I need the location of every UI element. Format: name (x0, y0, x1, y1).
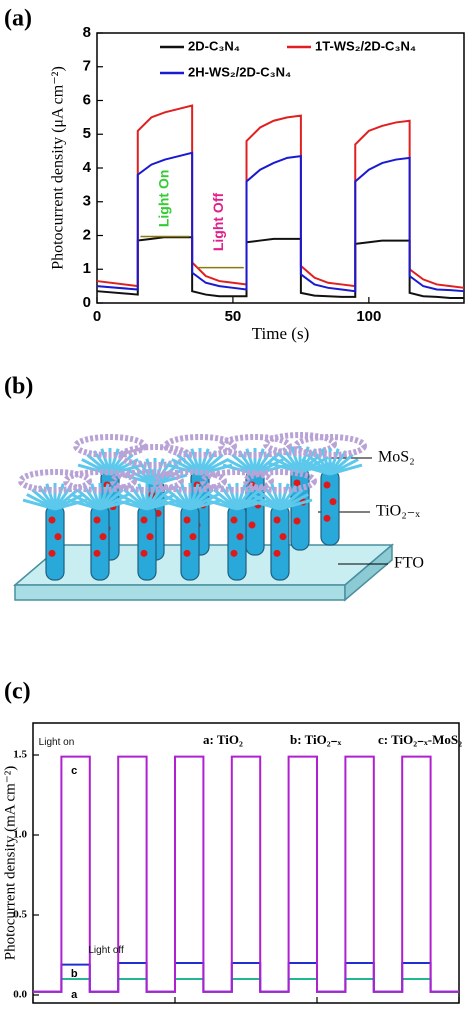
y-tick-label: 1.0 (13, 829, 27, 841)
legend-label: 2D-C₃N₄ (188, 38, 240, 53)
dot (293, 517, 301, 525)
panel-label: (c) (4, 679, 31, 705)
dot (189, 533, 197, 541)
chart: 01002003000.00.51.01.5Time (s)Photocurre… (2, 722, 462, 1004)
series-line (33, 755, 459, 993)
y-tick-label: 1 (83, 260, 91, 277)
dot (48, 516, 56, 524)
curve-label: c (71, 765, 77, 777)
legend-label: 1T-WS₂/2D-C₃N₄ (315, 38, 416, 53)
series-line (33, 962, 459, 993)
y-tick-label: 3 (83, 193, 91, 210)
dot (279, 533, 287, 541)
x-tick-label: 50 (225, 308, 242, 325)
annotation: Light Off (210, 193, 226, 252)
diagram-label: MoS₂ (378, 449, 415, 466)
legend-label: b: TiO₂₋ₓ (290, 732, 341, 747)
nanosheet (279, 498, 313, 511)
nanorod (137, 504, 157, 581)
chart: 0 50 100 0 1 2 3 4 5 6 7 8 Time (s) Photocurrent dens… (50, 24, 465, 343)
panel-label: (b) (4, 374, 33, 400)
x-tick-label: 100 (356, 308, 381, 325)
dot (140, 516, 148, 524)
y-tick-label: 0.5 (13, 909, 27, 921)
y-axis-label: Photocurrent density (mA cm⁻²) (2, 766, 18, 960)
dot (236, 533, 244, 541)
dot (323, 481, 331, 489)
nanorod (245, 469, 265, 556)
mos2-flower (293, 434, 367, 458)
dot (230, 516, 238, 524)
annotation: Light On (156, 170, 172, 228)
dot (273, 516, 281, 524)
annotation: Light off (88, 945, 124, 956)
y-tick-label: 5 (83, 125, 91, 142)
plot-frame (32, 722, 460, 1004)
y-tick-label: 7 (83, 58, 91, 75)
diagram: MoS₂ TiO₂₋ₓ FTO (12, 432, 424, 602)
nanorod (320, 469, 340, 546)
dot (48, 549, 56, 557)
curve-label: b (71, 968, 78, 980)
nanorod (45, 504, 65, 581)
diagram-label: TiO₂₋ₓ (376, 503, 420, 520)
diagram-label: FTO (394, 555, 424, 572)
mos2-flower (218, 434, 292, 458)
mos2-flower (18, 469, 92, 493)
mos2-flower (200, 469, 274, 493)
annotation: Light on (39, 737, 75, 748)
x-axis-label: Time (s) (252, 324, 309, 343)
dot (183, 549, 191, 557)
dot (323, 514, 331, 522)
nanorod (290, 467, 310, 551)
mos2-flower (63, 469, 137, 493)
dot (54, 533, 62, 541)
panel-label: (a) (4, 6, 32, 32)
mos2-flower (110, 469, 184, 493)
mos2-flower (243, 469, 317, 493)
dot (293, 479, 301, 487)
dot (329, 498, 337, 506)
y-tick-label: 6 (83, 91, 91, 108)
nanosheet (189, 498, 223, 511)
dot (230, 549, 238, 557)
mos2-flower (163, 434, 237, 458)
curve-label: a (71, 989, 78, 1001)
nanorod (227, 504, 247, 581)
nanosheet (154, 473, 188, 486)
nanosheet (329, 463, 363, 476)
series-line (96, 104, 465, 289)
mos2-flower (153, 469, 227, 493)
nanosheet (99, 498, 133, 511)
y-tick-label: 0 (83, 294, 91, 311)
y-tick-label: 8 (83, 24, 91, 41)
dot (99, 533, 107, 541)
series-line (96, 151, 465, 293)
dot (140, 549, 148, 557)
legend-label: a: TiO₂ (203, 732, 243, 747)
legend-label: c: TiO₂₋ₓ-MoS₂ (378, 732, 462, 747)
nanorod (90, 504, 110, 581)
legend-label: 2H-WS₂/2D-C₃N₄ (188, 64, 291, 79)
dot (273, 549, 281, 557)
dot (248, 521, 256, 529)
nanorod (270, 504, 290, 581)
nanorod (180, 504, 200, 581)
series-line (33, 978, 459, 993)
dot (93, 549, 101, 557)
nanosheet (54, 498, 88, 511)
dot (146, 533, 154, 541)
y-tick-label: 2 (83, 226, 91, 243)
substrate-front (14, 584, 346, 601)
y-tick-label: 0.0 (13, 989, 27, 1001)
y-tick-label: 4 (83, 159, 92, 176)
substrate-side (344, 543, 393, 602)
y-axis-label: Photocurrent density (μA cm⁻²) (50, 66, 67, 270)
y-tick-label: 1.5 (13, 749, 27, 761)
dot (93, 516, 101, 524)
x-tick-label: 0 (93, 308, 101, 325)
dot (183, 516, 191, 524)
mos2-flower (73, 434, 147, 458)
